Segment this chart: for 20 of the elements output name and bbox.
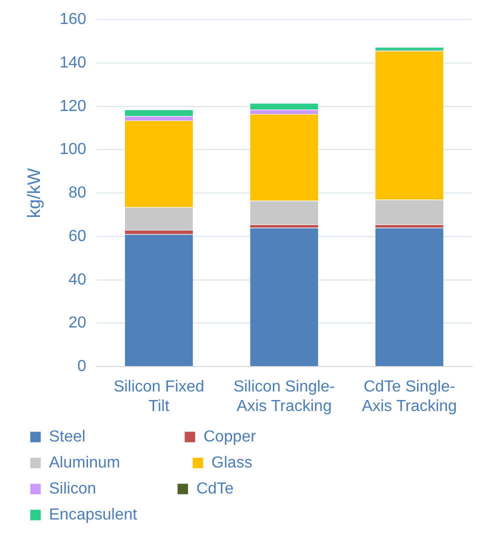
legend-label: Encapsulent (49, 506, 173, 524)
y-tick-label: 0 (77, 358, 86, 376)
y-tick-label: 40 (68, 271, 86, 288)
y-axis-title: kg/kW (24, 168, 44, 218)
legend-label: Steel (49, 428, 174, 446)
y-tick-label: 80 (68, 184, 86, 202)
legend-label: Silicon (49, 480, 168, 498)
y-tick-label: 60 (68, 228, 86, 245)
legend-label: Glass (211, 454, 342, 472)
y-tick-label: 120 (60, 98, 86, 115)
legend-label: Copper (203, 428, 336, 446)
y-tick-label: 160 (60, 11, 86, 28)
x-tick-label: CdTe Single-Axis Tracking (362, 378, 457, 415)
y-tick-label: 140 (60, 54, 86, 72)
y-tick-label: 20 (68, 314, 86, 332)
y-tick-label: 100 (60, 141, 86, 158)
legend-label: CdTe (196, 480, 332, 498)
x-tick-label: Silicon Fixed Tilt (114, 378, 204, 415)
x-tick-label: Silicon Single-Axis Tracking (233, 378, 335, 415)
legend-label: Aluminum (49, 454, 182, 472)
